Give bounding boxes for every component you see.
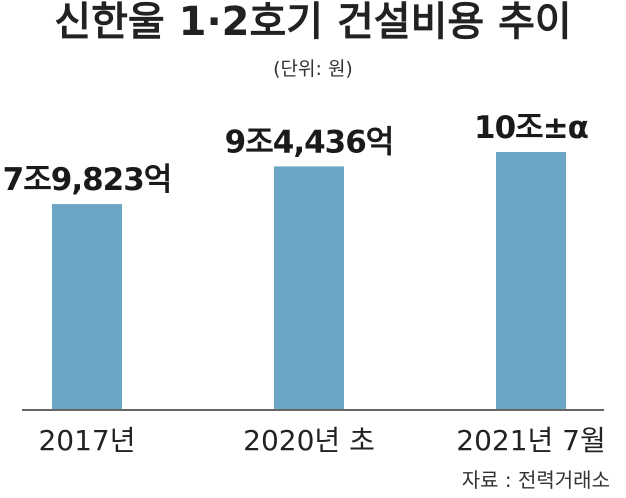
bar-1 [52,204,122,410]
unit-label: (단위: 원) [273,58,353,80]
category-label-2: 2020년 초 [243,424,375,457]
bar-3 [496,152,566,410]
value-labels-group: 7조9,823억 9조4,436억 10조±α [3,110,589,198]
category-label-1: 2017년 [38,424,135,457]
chart-title: 신한울 1·2호기 건설비용 추이 [54,0,571,45]
value-label-3: 10조±α [474,110,588,146]
category-label-3: 2021년 7월 [456,424,606,457]
bar-2 [274,166,344,410]
value-label-1: 7조9,823억 [3,162,172,198]
bars-group [52,152,566,410]
value-label-2: 9조4,436억 [225,124,394,160]
source-label: 자료 : 전력거래소 [462,468,610,492]
category-labels-group: 2017년 2020년 초 2021년 7월 [38,424,605,457]
